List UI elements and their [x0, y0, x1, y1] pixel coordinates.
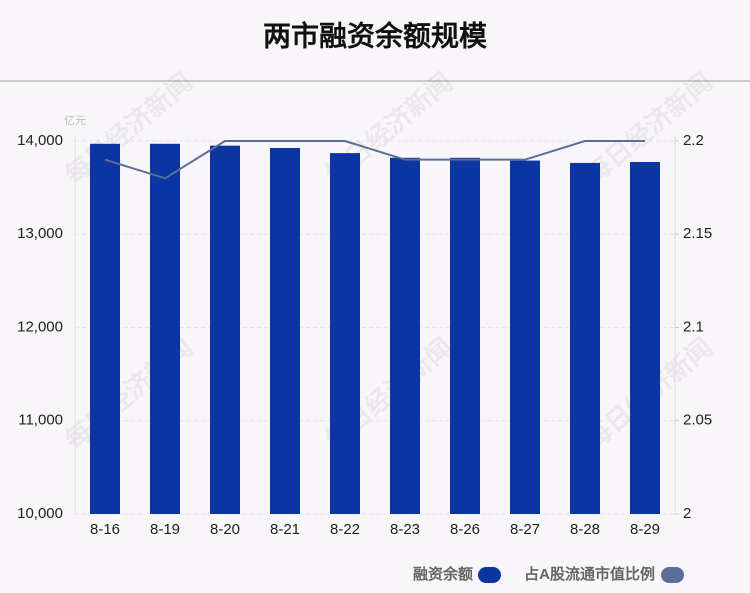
y-tick-label: 10,000	[17, 505, 63, 522]
x-tick-label: 8-27	[510, 521, 540, 538]
legend-swatch	[661, 567, 684, 583]
bar	[270, 147, 300, 514]
y-tick-label: 12,000	[17, 318, 63, 335]
y-tick-label: 13,000	[17, 225, 63, 242]
y2-tick-label: 2.05	[683, 412, 712, 429]
chart-title: 两市融资余额规模	[263, 19, 488, 51]
bar	[390, 157, 420, 514]
bar	[150, 143, 180, 515]
bar	[90, 143, 120, 515]
legend-label: 融资余额	[413, 565, 473, 583]
y2-tick-label: 2	[683, 505, 691, 522]
x-tick-label: 8-23	[390, 521, 420, 538]
x-tick-label: 8-16	[90, 521, 120, 538]
x-tick-label: 8-19	[150, 521, 180, 538]
legend-swatch	[478, 567, 501, 583]
bar	[330, 153, 360, 514]
x-tick-label: 8-29	[630, 521, 660, 538]
bar	[450, 157, 480, 514]
line	[104, 140, 645, 180]
x-tick-label: 8-21	[270, 521, 300, 538]
y-unit: 亿元	[64, 114, 86, 127]
x-tick-label: 8-20	[210, 521, 240, 538]
x-tick-label: 8-22	[330, 521, 360, 538]
y-tick-label: 11,000	[18, 412, 63, 429]
y2-tick-label: 2.15	[683, 225, 712, 242]
bar	[510, 160, 540, 514]
y2-tick-label: 2.1	[683, 318, 704, 335]
x-tick-label: 8-28	[570, 521, 600, 538]
y2-tick-label: 2.2	[683, 132, 704, 149]
legend-label: 占A股流通市值比例	[524, 565, 655, 583]
y-tick-label: 14,000	[17, 132, 63, 149]
bar	[630, 161, 660, 514]
x-tick-label: 8-26	[450, 521, 480, 538]
bar	[570, 162, 600, 514]
bar	[210, 145, 240, 514]
